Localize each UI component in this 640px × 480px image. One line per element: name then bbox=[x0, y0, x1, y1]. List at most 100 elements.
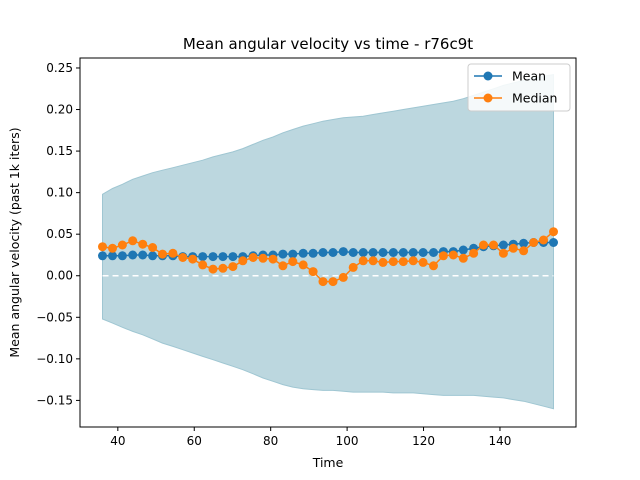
data-point-median bbox=[188, 254, 198, 264]
data-point-mean bbox=[228, 252, 238, 262]
data-point-median bbox=[388, 257, 398, 267]
data-point-mean bbox=[288, 249, 298, 259]
data-point-median bbox=[519, 246, 529, 256]
data-point-mean bbox=[298, 248, 308, 258]
data-point-mean bbox=[128, 250, 138, 260]
data-point-median bbox=[108, 243, 117, 253]
data-point-median bbox=[128, 236, 138, 246]
data-point-mean bbox=[429, 248, 438, 257]
x-tick-label: 60 bbox=[187, 434, 202, 448]
data-point-mean bbox=[218, 252, 228, 262]
y-tick-label: −0.05 bbox=[36, 310, 73, 324]
y-tick-label: 0.15 bbox=[46, 144, 73, 158]
data-point-median bbox=[368, 256, 378, 266]
data-point-mean bbox=[98, 251, 107, 261]
data-point-mean bbox=[519, 238, 529, 248]
data-point-median bbox=[248, 253, 258, 262]
x-tick-label: 40 bbox=[110, 434, 125, 448]
data-point-median bbox=[318, 277, 328, 287]
data-point-mean bbox=[328, 248, 338, 257]
data-point-mean bbox=[198, 252, 208, 262]
data-point-mean bbox=[368, 248, 378, 257]
data-point-median bbox=[198, 260, 208, 270]
y-tick-label: 0.05 bbox=[46, 227, 73, 241]
data-point-median bbox=[418, 257, 428, 267]
data-point-median bbox=[469, 248, 479, 258]
y-axis-label: Mean angular velocity (past 1k iters) bbox=[7, 127, 22, 357]
legend-marker-mean bbox=[483, 71, 493, 81]
data-point-median bbox=[258, 253, 268, 263]
y-tick-label: 0.25 bbox=[46, 61, 73, 75]
spread-band bbox=[102, 74, 554, 410]
data-point-median bbox=[458, 253, 468, 263]
data-point-mean bbox=[418, 248, 428, 257]
data-point-mean bbox=[208, 252, 218, 262]
series-median bbox=[98, 227, 558, 287]
data-point-median bbox=[479, 240, 488, 250]
data-point-median bbox=[338, 272, 348, 282]
x-tick-label: 80 bbox=[263, 434, 278, 448]
data-point-median bbox=[508, 243, 518, 253]
data-point-median bbox=[498, 248, 508, 258]
data-point-median bbox=[398, 257, 408, 267]
y-tick-label: 0.00 bbox=[46, 269, 73, 283]
data-point-median bbox=[438, 251, 448, 261]
data-point-median bbox=[549, 227, 558, 237]
data-point-median bbox=[308, 267, 318, 277]
data-point-mean bbox=[138, 250, 148, 260]
data-point-median bbox=[298, 260, 308, 270]
data-point-median bbox=[429, 261, 438, 271]
x-tick-label: 140 bbox=[489, 434, 512, 448]
data-point-mean bbox=[549, 238, 558, 247]
data-point-median bbox=[278, 261, 288, 271]
data-point-median bbox=[168, 248, 178, 258]
data-point-median bbox=[148, 243, 158, 252]
data-point-median bbox=[208, 264, 218, 274]
axis-ticks: 40 60 80 100 120 140 −0.15 −0.10 −0.05 0.00 0.05 0.… bbox=[36, 61, 511, 448]
y-tick-label: −0.15 bbox=[36, 393, 73, 407]
data-point-mean bbox=[408, 248, 418, 257]
x-tick-label: 100 bbox=[336, 434, 359, 448]
data-point-median bbox=[228, 262, 238, 272]
data-point-mean bbox=[338, 247, 348, 257]
legend: Mean Median bbox=[467, 63, 571, 112]
y-tick-label: 0.10 bbox=[46, 186, 73, 200]
data-point-median bbox=[288, 257, 298, 267]
legend-marker-median bbox=[483, 93, 493, 103]
data-point-median bbox=[98, 242, 107, 252]
data-point-median bbox=[328, 277, 338, 287]
series-line-median bbox=[102, 231, 554, 283]
data-point-mean bbox=[458, 245, 468, 255]
data-point-median bbox=[158, 249, 167, 259]
data-point-median bbox=[408, 256, 418, 266]
data-point-mean bbox=[388, 248, 398, 257]
data-point-median bbox=[539, 235, 548, 245]
chart-title: Mean angular velocity vs time - r76c9t bbox=[183, 35, 473, 53]
plot-area bbox=[98, 74, 558, 410]
data-point-median bbox=[178, 253, 188, 262]
data-point-mean bbox=[278, 249, 288, 259]
data-point-median bbox=[489, 240, 498, 250]
data-point-median bbox=[378, 257, 388, 267]
x-tick-label: 120 bbox=[412, 434, 435, 448]
data-point-mean bbox=[148, 251, 158, 261]
data-point-median bbox=[238, 256, 248, 266]
data-point-mean bbox=[498, 240, 508, 250]
x-axis-label: Time bbox=[312, 455, 344, 470]
data-point-median bbox=[448, 250, 458, 260]
data-point-mean bbox=[318, 248, 328, 257]
data-point-median bbox=[348, 262, 358, 272]
data-point-mean bbox=[108, 251, 117, 261]
data-point-median bbox=[138, 239, 148, 249]
data-point-mean bbox=[398, 248, 408, 257]
data-point-mean bbox=[308, 248, 318, 258]
data-point-median bbox=[268, 254, 278, 264]
y-tick-label: −0.10 bbox=[36, 352, 73, 366]
data-point-median bbox=[358, 256, 368, 266]
data-point-median bbox=[117, 240, 127, 250]
legend-label-median: Median bbox=[512, 91, 557, 106]
legend-label-mean: Mean bbox=[512, 69, 546, 84]
data-point-mean bbox=[358, 248, 368, 257]
data-point-mean bbox=[117, 251, 127, 261]
